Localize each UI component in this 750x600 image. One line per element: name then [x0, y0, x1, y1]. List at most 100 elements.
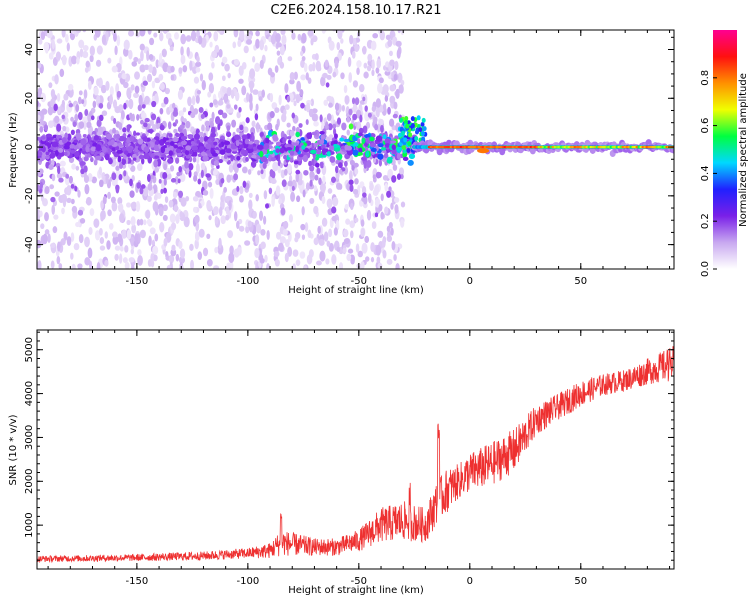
noise-cell — [38, 168, 44, 175]
band-cell — [63, 151, 68, 156]
noise-cell — [288, 213, 293, 223]
noise-cell — [119, 213, 125, 223]
noise-cell — [137, 58, 142, 65]
noise-cell — [70, 198, 75, 205]
noise-cell — [51, 173, 56, 182]
noise-cell — [276, 50, 281, 56]
noise-cell — [144, 95, 150, 105]
band-cell — [147, 129, 154, 134]
noise-cell — [77, 209, 84, 216]
noise-cell — [393, 197, 400, 203]
colorbar-ticks: 0.0 0.2 0.4 0.6 0.8 — [700, 70, 717, 277]
noise-cell — [56, 256, 61, 265]
noise-cell — [37, 100, 40, 107]
noise-cell — [349, 184, 354, 192]
noise-cell — [235, 91, 240, 102]
noise-cell — [270, 72, 275, 78]
noise-cell — [358, 84, 365, 93]
noise-cell — [149, 37, 155, 46]
noise-cell — [131, 264, 135, 269]
noise-cell — [281, 113, 287, 123]
noise-cell — [86, 121, 92, 129]
noise-cell — [220, 177, 225, 184]
band-cell — [193, 151, 198, 157]
band-cell — [108, 157, 113, 165]
band-cell — [265, 137, 270, 145]
band-cell — [319, 131, 325, 135]
band-cell — [186, 140, 193, 145]
noise-cell — [39, 126, 44, 133]
noise-cell — [233, 58, 240, 66]
noise-cell — [321, 30, 326, 34]
spectrogram-xlabel: Height of straight line (km) — [288, 285, 424, 296]
noise-cell — [80, 168, 85, 175]
noise-cell — [168, 254, 175, 264]
band-cell — [272, 134, 278, 141]
band-cell — [143, 153, 150, 160]
noise-cell — [77, 263, 83, 269]
noise-cell — [366, 65, 372, 72]
noise-cell — [260, 241, 266, 250]
noise-cell — [163, 178, 167, 186]
noise-cell — [54, 74, 59, 85]
noise-cell — [296, 195, 301, 203]
band-cell — [302, 154, 308, 163]
noise-cell — [117, 233, 123, 243]
band-cell — [45, 133, 52, 138]
noise-cell — [293, 100, 297, 107]
noise-cell — [263, 190, 268, 200]
band-cell — [111, 147, 116, 152]
noise-cell — [328, 228, 333, 238]
noise-cell — [212, 99, 218, 106]
noise-cell — [107, 57, 112, 64]
noise-cell — [107, 30, 110, 31]
spectrogram-ytick-label-4: 40 — [24, 43, 35, 56]
band-cell — [122, 137, 127, 141]
noise-cell — [359, 114, 363, 123]
noise-cell — [209, 187, 214, 199]
noise-cell — [384, 70, 391, 76]
band-cell — [384, 138, 391, 145]
band-cell — [402, 156, 409, 162]
band-cell — [318, 154, 324, 158]
noise-cell — [229, 30, 231, 31]
band-cell — [315, 149, 322, 155]
noise-cell — [50, 196, 56, 203]
noise-cell — [238, 225, 245, 232]
noise-cell — [331, 215, 337, 222]
noise-cell — [49, 184, 55, 190]
noise-cell — [337, 30, 343, 40]
band-cell — [390, 140, 397, 144]
band-cell — [230, 145, 238, 150]
noise-cell — [357, 250, 363, 258]
noise-cell — [129, 190, 135, 198]
noise-cell — [378, 204, 383, 212]
noise-cell — [116, 35, 121, 47]
noise-cell — [289, 72, 295, 81]
noise-cell — [346, 116, 351, 123]
noise-cell — [163, 237, 168, 247]
band-cell — [315, 162, 320, 168]
transition-cell — [399, 126, 404, 132]
noise-cell — [173, 204, 179, 213]
noise-cell — [101, 34, 107, 45]
noise-cell — [335, 165, 339, 174]
band-cell — [231, 155, 235, 160]
noise-cell — [100, 200, 104, 210]
band-cell — [377, 143, 384, 148]
noise-cell — [362, 45, 367, 55]
noise-cell — [392, 164, 398, 171]
band-cell — [205, 150, 211, 154]
noise-cell — [343, 160, 348, 167]
noise-cell — [59, 160, 66, 167]
noise-cell — [211, 61, 215, 69]
noise-cell — [139, 30, 146, 37]
noise-cell — [224, 195, 232, 202]
noise-cell — [305, 182, 310, 191]
noise-cell — [223, 186, 228, 193]
band-cell — [133, 145, 140, 153]
noise-cell — [98, 228, 103, 236]
noise-cell — [361, 242, 368, 254]
band-cell — [241, 134, 248, 140]
noise-cell — [56, 172, 63, 179]
